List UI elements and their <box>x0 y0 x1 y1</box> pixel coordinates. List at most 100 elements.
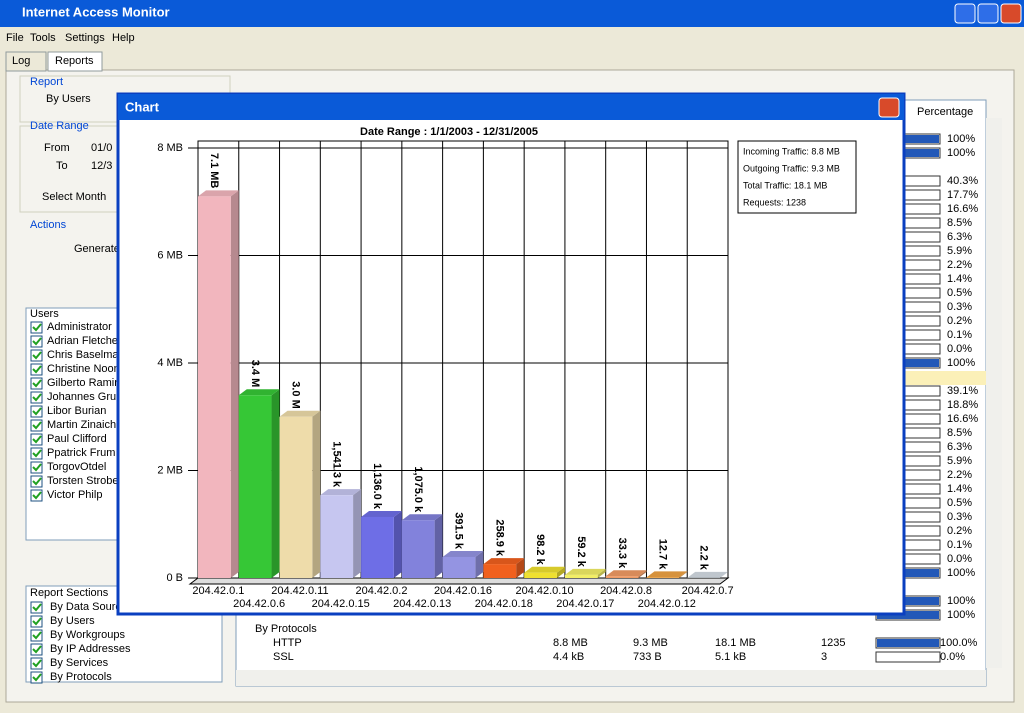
chart-title: Date Range : 1/1/2003 - 12/31/2005 <box>360 126 538 138</box>
floor <box>190 578 728 584</box>
menu-item[interactable]: Tools <box>30 32 56 44</box>
bar <box>239 395 272 578</box>
value-label: 1,075.0 k <box>412 466 424 513</box>
pct-text: 40.3% <box>947 175 978 187</box>
user-name[interactable]: Christine Noon <box>47 363 120 375</box>
from-value[interactable]: 01/0 <box>91 142 112 154</box>
to-value[interactable]: 12/3 <box>91 160 112 172</box>
user-name[interactable]: Martin Zinaich <box>47 419 116 431</box>
bar <box>606 576 639 578</box>
users-header: Users <box>30 308 59 320</box>
value-label: 2.2 k <box>697 545 709 570</box>
select-month[interactable]: Select Month <box>42 191 106 203</box>
value-label: 12.7 k <box>657 539 669 570</box>
vscroll[interactable] <box>986 118 1002 668</box>
generate[interactable]: Generate <box>74 243 120 255</box>
bar-side <box>312 411 320 578</box>
dialog-close[interactable] <box>879 98 899 117</box>
pct-frame <box>876 652 940 662</box>
user-name[interactable]: TorgovOtdel <box>47 461 106 473</box>
percentage-header[interactable]: Percentage <box>917 106 973 118</box>
user-name[interactable]: Administrator <box>47 321 112 333</box>
user-name[interactable]: Johannes Grun <box>47 391 122 403</box>
info-line: Total Traffic: 18.1 MB <box>743 180 827 190</box>
bar <box>402 520 435 578</box>
value-label: 391.5 k <box>453 512 465 550</box>
menu-item[interactable]: File <box>6 32 24 44</box>
x-tick-label: 204.42.0.17 <box>556 598 614 610</box>
menu-item[interactable]: Settings <box>65 32 105 44</box>
pct-text: 6.3% <box>947 441 972 453</box>
bar <box>483 564 516 578</box>
user-name[interactable]: Ppatrick Frum <box>47 447 115 459</box>
cell: 1235 <box>821 637 845 649</box>
bar <box>361 517 394 578</box>
pct-text: 0.1% <box>947 539 972 551</box>
maximize[interactable] <box>978 4 998 23</box>
y-tick-label: 4 MB <box>157 357 183 369</box>
section-name[interactable]: By Services <box>50 657 109 669</box>
pct-text: 2.2% <box>947 469 972 481</box>
section-name[interactable]: By Workgroups <box>50 629 125 641</box>
pct-text: 6.3% <box>947 231 972 243</box>
pct-text: 18.8% <box>947 399 978 411</box>
user-name[interactable]: Chris Baselman <box>47 349 125 361</box>
cell: 18.1 MB <box>715 637 756 649</box>
user-name[interactable]: Torsten Strobe <box>47 475 119 487</box>
pct-text: 39.1% <box>947 385 978 397</box>
section-name[interactable]: By IP Addresses <box>50 643 131 655</box>
pct-text: 0.2% <box>947 315 972 327</box>
pct-bar <box>877 639 939 647</box>
pct-text: 5.9% <box>947 455 972 467</box>
bar <box>524 573 557 578</box>
value-label: 1,136.0 k <box>371 463 383 510</box>
pct-text: 16.6% <box>947 203 978 215</box>
cell: 100.0% <box>940 637 978 649</box>
section-name[interactable]: By Data Sourc <box>50 601 121 613</box>
pct-text: 100% <box>947 595 975 607</box>
value-label: 98.2 k <box>534 534 546 565</box>
x-tick-label: 204.42.0.7 <box>682 585 734 597</box>
x-tick-label: 204.42.0.15 <box>312 598 370 610</box>
pct-text: 100% <box>947 147 975 159</box>
user-name[interactable]: Libor Burian <box>47 405 106 417</box>
dialog-title: Chart <box>125 99 160 114</box>
x-tick-label: 204.42.0.8 <box>600 585 652 597</box>
value-label: 7.1 MB <box>208 153 220 189</box>
y-tick-label: 6 MB <box>157 249 183 261</box>
section-name[interactable]: By Protocols <box>50 671 112 683</box>
section-name[interactable]: By Users <box>50 615 95 627</box>
close[interactable] <box>1001 4 1021 23</box>
actions-label: Actions <box>30 219 67 231</box>
info-line: Requests: 1238 <box>743 197 806 207</box>
pct-text: 2.2% <box>947 259 972 271</box>
x-tick-label: 204.42.0.1 <box>192 585 244 597</box>
tab-label[interactable]: Reports <box>55 55 94 67</box>
tab-label[interactable]: Log <box>12 55 30 67</box>
report-value[interactable]: By Users <box>46 93 91 105</box>
bar <box>443 557 476 578</box>
user-name[interactable]: Victor Philp <box>47 489 102 501</box>
group-row: By Protocols <box>255 623 317 635</box>
x-tick-label: 204.42.0.18 <box>475 598 533 610</box>
user-name[interactable]: Paul Clifford <box>47 433 107 445</box>
pct-text: 17.7% <box>947 189 978 201</box>
hscroll[interactable] <box>236 670 986 686</box>
y-tick-label: 0 B <box>166 572 183 584</box>
bar-side <box>394 511 402 578</box>
value-label: 59.2 k <box>575 536 587 567</box>
x-tick-label: 204.42.0.16 <box>434 585 492 597</box>
cell: 8.8 MB <box>553 637 588 649</box>
user-name[interactable]: Gilberto Ramire <box>47 377 124 389</box>
date-range-label: Date Range <box>30 120 89 132</box>
user-name[interactable]: Adrian Fletcher <box>47 335 122 347</box>
menu-item[interactable]: Help <box>112 32 135 44</box>
value-label: 33.3 k <box>616 538 628 569</box>
bar-side <box>272 389 280 578</box>
minimize[interactable] <box>955 4 975 23</box>
bar-side <box>353 489 361 578</box>
pct-text: 0.5% <box>947 287 972 299</box>
window-title: Internet Access Monitor <box>22 4 170 19</box>
